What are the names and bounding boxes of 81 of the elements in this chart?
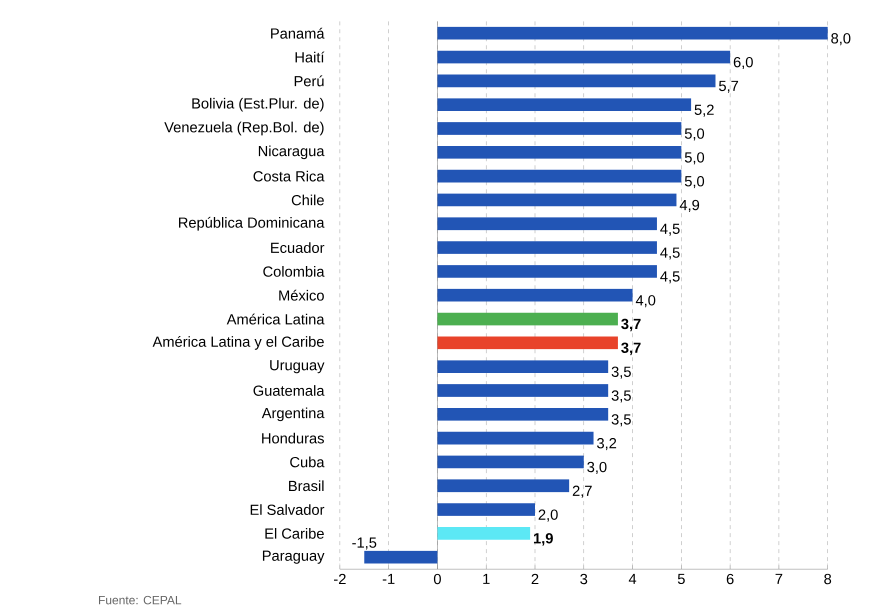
y-tick-label: Brasil bbox=[289, 480, 324, 492]
y-tick-label: Chile bbox=[292, 194, 324, 206]
bar bbox=[437, 26, 828, 40]
x-tick-label: 8 bbox=[824, 574, 832, 584]
data-label: 3,7 bbox=[621, 342, 641, 356]
y-tick-label: Honduras bbox=[262, 432, 324, 444]
bar bbox=[437, 288, 633, 302]
bar bbox=[364, 550, 438, 564]
bar bbox=[437, 241, 657, 254]
y-tick-label: Venezuela (Rep.Bol. de) bbox=[164, 122, 324, 136]
data-label: 5,0 bbox=[684, 152, 704, 164]
x-tick-label: 2 bbox=[532, 574, 538, 584]
bar bbox=[437, 312, 618, 326]
y-tick-label: Ecuador bbox=[271, 242, 324, 253]
y-tick-label: Guatemala bbox=[254, 385, 324, 396]
data-label: 4,9 bbox=[680, 200, 700, 212]
bar bbox=[437, 265, 657, 278]
x-tick-label: 1 bbox=[483, 574, 490, 584]
x-tick-label: 7 bbox=[776, 574, 782, 584]
x-tick-label: 3 bbox=[580, 574, 588, 584]
bar bbox=[437, 360, 608, 373]
x-tick-label: 6 bbox=[726, 574, 734, 584]
data-label: 4,5 bbox=[660, 271, 680, 284]
data-label: 8,0 bbox=[831, 33, 850, 46]
bar bbox=[437, 527, 530, 540]
bar bbox=[437, 170, 682, 182]
bar bbox=[437, 479, 570, 492]
y-tick-label: El Salvador bbox=[250, 504, 324, 515]
bar bbox=[437, 194, 676, 206]
data-label: 2,0 bbox=[538, 509, 558, 522]
x-tick-label: -2 bbox=[334, 574, 346, 584]
data-label: 5,0 bbox=[684, 128, 704, 140]
y-tick-label: El Caribe bbox=[265, 528, 324, 539]
x-tick-label: 5 bbox=[678, 574, 685, 584]
y-tick-label: Perú bbox=[294, 75, 324, 86]
data-label: 3,5 bbox=[612, 390, 631, 402]
y-tick-label: América Latina y el Caribe bbox=[152, 336, 324, 350]
data-label: 3,7 bbox=[621, 318, 641, 332]
bar bbox=[437, 217, 657, 230]
data-label: 1,9 bbox=[534, 533, 553, 546]
data-label: 6,0 bbox=[734, 56, 753, 70]
bar bbox=[437, 146, 682, 159]
bar bbox=[437, 503, 535, 516]
y-tick-label: Panamá bbox=[271, 28, 324, 39]
x-tick-label: 4 bbox=[628, 574, 636, 584]
bar bbox=[437, 50, 730, 64]
y-tick-label: Colombia bbox=[263, 266, 324, 277]
y-tick-label: República Dominicana bbox=[179, 216, 324, 231]
bar bbox=[437, 122, 682, 135]
y-tick-label: Argentina bbox=[262, 407, 324, 422]
x-tick-label: -1 bbox=[382, 574, 394, 584]
y-tick-label: Haití bbox=[296, 52, 324, 62]
data-label: 3,5 bbox=[612, 414, 631, 426]
bar bbox=[437, 408, 608, 421]
bar bbox=[437, 384, 608, 397]
data-label: 4,0 bbox=[636, 295, 656, 308]
data-label: 5,7 bbox=[719, 80, 738, 93]
y-tick-label: Costa Rica bbox=[254, 170, 324, 182]
y-tick-label: Cuba bbox=[290, 456, 324, 468]
x-tick-label: 0 bbox=[434, 574, 441, 584]
data-label: 3,5 bbox=[612, 366, 631, 379]
data-label: 3,0 bbox=[587, 462, 607, 474]
data-label: 5,0 bbox=[684, 176, 704, 188]
data-label: 4,5 bbox=[660, 224, 680, 236]
y-tick-label: América Latina bbox=[226, 314, 324, 324]
bar bbox=[437, 74, 716, 88]
data-label: 2,7 bbox=[572, 486, 592, 498]
bar bbox=[437, 336, 618, 350]
y-tick-label: Nicaragua bbox=[258, 145, 324, 160]
y-tick-label: Paraguay bbox=[262, 550, 324, 564]
data-label: 4,5 bbox=[660, 248, 680, 260]
data-label: 5,2 bbox=[694, 104, 714, 117]
y-tick-label: México bbox=[279, 290, 324, 301]
source-note: Fuente: CEPAL bbox=[98, 596, 182, 604]
y-tick-label: Bolivia (Est.Plur. de) bbox=[192, 98, 324, 112]
y-tick-label: Uruguay bbox=[270, 360, 324, 374]
data-label: -1,5 bbox=[352, 538, 376, 550]
bar bbox=[437, 98, 692, 111]
bar bbox=[437, 456, 584, 468]
data-label: 3,2 bbox=[597, 438, 616, 450]
bar bbox=[437, 432, 594, 444]
